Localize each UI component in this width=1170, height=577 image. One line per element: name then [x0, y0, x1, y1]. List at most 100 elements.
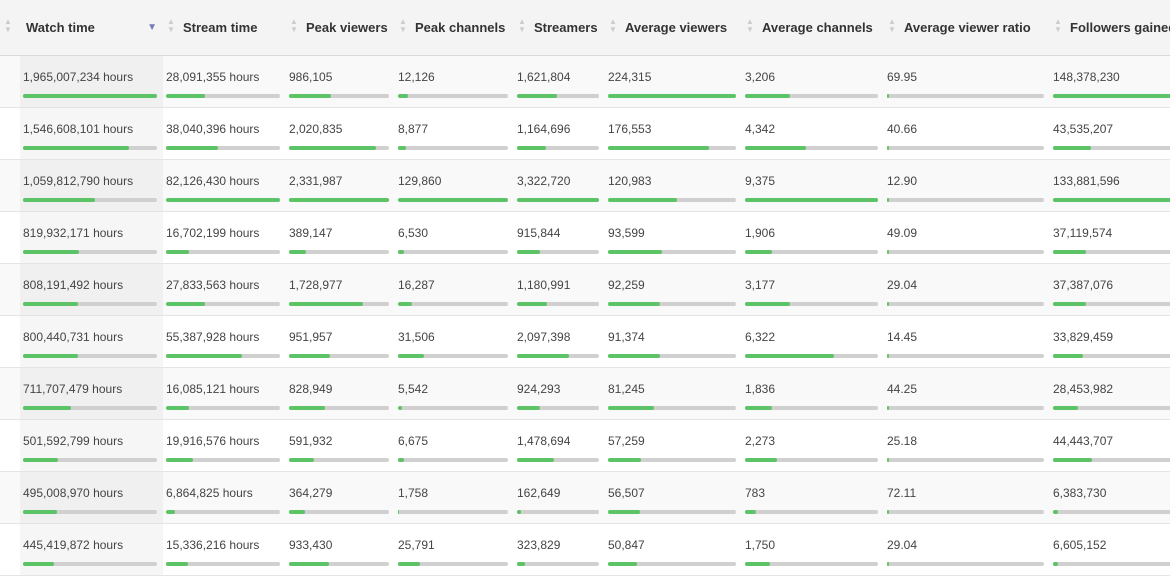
progress-bar [289, 94, 389, 98]
cell-peak-channels: 129,860 [395, 159, 514, 212]
progress-bar-fill [745, 458, 777, 462]
cell-average-channels: 783 [742, 471, 884, 524]
progress-bar [1053, 562, 1170, 566]
progress-bar [1053, 94, 1170, 98]
progress-bar-fill [517, 562, 526, 566]
progress-bar-fill [166, 302, 205, 306]
progress-bar [608, 562, 736, 566]
cell-value: 82,126,430 hours [166, 174, 260, 188]
progress-bar [398, 146, 508, 150]
column-header-average-channels[interactable]: ▲ ▼ Average channels [742, 0, 884, 56]
cell-peak-viewers: 1,728,977 [286, 263, 395, 316]
progress-bar [887, 562, 1044, 566]
cell-value: 2,020,835 [289, 122, 343, 136]
cell-streamers: 323,829 [514, 523, 605, 576]
cell-value: 69.95 [887, 70, 918, 84]
column-header-peak-channels[interactable]: ▲ ▼ Peak channels [395, 0, 514, 56]
progress-bar [23, 250, 157, 254]
cell-value: 389,147 [289, 226, 333, 240]
cell-peak-channels: 31,506 [395, 315, 514, 368]
column-header-peak-viewers[interactable]: ▲ ▼ Peak viewers [286, 0, 395, 56]
progress-bar [1053, 510, 1170, 514]
table-row: 819,932,171 hours 16,702,199 hours 389,147… [0, 211, 1170, 264]
column-header-followers-gained[interactable]: ▲ ▼ Followers gained [1050, 0, 1170, 56]
cell-peak-channels: 25,791 [395, 523, 514, 576]
progress-bar [1053, 354, 1170, 358]
cell-average-viewer-ratio: 40.66 [884, 107, 1050, 160]
cell-value: 16,702,199 hours [166, 226, 260, 240]
progress-bar-fill [887, 562, 889, 566]
progress-bar-fill [517, 458, 554, 462]
cell-average-viewer-ratio: 14.45 [884, 315, 1050, 368]
progress-bar-fill [887, 94, 889, 98]
sort-icon[interactable]: ▲ ▼ [609, 17, 617, 34]
progress-bar [289, 406, 389, 410]
cell-average-viewers: 50,847 [605, 523, 742, 576]
progress-bar [1053, 302, 1170, 306]
progress-bar-fill [745, 406, 772, 410]
cell-value: 49.09 [887, 226, 918, 240]
cell-value: 40.66 [887, 122, 918, 136]
progress-bar-fill [608, 302, 661, 306]
progress-bar-fill [1053, 302, 1086, 306]
sort-icon[interactable]: ▲ ▼ [1054, 17, 1062, 34]
sort-descending-icon[interactable]: ▼ [147, 22, 157, 33]
cell-value: 129,860 [398, 174, 442, 188]
progress-bar-fill [23, 146, 129, 150]
cell-value: 44,443,707 [1053, 434, 1114, 448]
sort-icon[interactable]: ▲ ▼ [4, 17, 12, 34]
progress-bar-fill [289, 250, 306, 254]
progress-bar-fill [745, 198, 878, 202]
cell-value: 28,453,982 [1053, 382, 1114, 396]
progress-bar-fill [398, 562, 420, 566]
table-row: 800,440,731 hours 55,387,928 hours 951,957… [0, 315, 1170, 368]
cell-value: 6,383,730 [1053, 486, 1107, 500]
progress-bar [398, 458, 508, 462]
cell-value: 148,378,230 [1053, 70, 1120, 84]
cell-value: 6,530 [398, 226, 429, 240]
cell-peak-viewers: 591,932 [286, 419, 395, 472]
column-header-streamers[interactable]: ▲ ▼ Streamers [514, 0, 605, 56]
cell-value: 162,649 [517, 486, 561, 500]
cell-value: 133,881,596 [1053, 174, 1120, 188]
progress-bar-fill [517, 406, 540, 410]
progress-bar [887, 250, 1044, 254]
cell-average-channels: 4,342 [742, 107, 884, 160]
column-header-stream-time[interactable]: ▲ ▼ Stream time [163, 0, 286, 56]
sort-icon[interactable]: ▲ ▼ [399, 17, 407, 34]
sort-icon[interactable]: ▲ ▼ [888, 17, 896, 34]
cell-average-channels: 9,375 [742, 159, 884, 212]
progress-bar-fill [166, 146, 219, 150]
progress-bar [608, 354, 736, 358]
column-header-average-viewers[interactable]: ▲ ▼ Average viewers [605, 0, 742, 56]
cell-value: 1,546,608,101 hours [23, 122, 134, 136]
sort-icon[interactable]: ▲ ▼ [167, 17, 175, 34]
cell-value: 924,293 [517, 382, 561, 396]
cell-value: 72.11 [887, 486, 917, 500]
cell-followers-gained: 37,387,076 [1050, 263, 1170, 316]
progress-bar [23, 562, 157, 566]
cell-peak-viewers: 389,147 [286, 211, 395, 264]
cell-value: 57,259 [608, 434, 645, 448]
cell-value: 800,440,731 hours [23, 330, 124, 344]
sort-icon[interactable]: ▲ ▼ [518, 17, 526, 34]
progress-bar [517, 354, 599, 358]
row-spacer [0, 367, 20, 420]
progress-bar [745, 406, 878, 410]
cell-streamers: 1,621,804 [514, 55, 605, 108]
progress-bar [608, 458, 736, 462]
cell-value: 81,245 [608, 382, 645, 396]
cell-value: 50,847 [608, 538, 645, 552]
column-header-average-viewer-ratio[interactable]: ▲ ▼ Average viewer ratio [884, 0, 1050, 56]
sort-icon[interactable]: ▲ ▼ [290, 17, 298, 34]
progress-bar-fill [517, 354, 569, 358]
column-label: Stream time [183, 20, 258, 35]
cell-value: 6,605,152 [1053, 538, 1107, 552]
cell-watch-time: 1,059,812,790 hours [20, 159, 163, 212]
header-spacer: ▲ ▼ [0, 0, 20, 56]
column-header-watch-time[interactable]: Watch time ▼ [20, 0, 163, 56]
cell-value: 29.04 [887, 278, 918, 292]
cell-value: 12.90 [887, 174, 918, 188]
sort-icon[interactable]: ▲ ▼ [746, 17, 754, 34]
